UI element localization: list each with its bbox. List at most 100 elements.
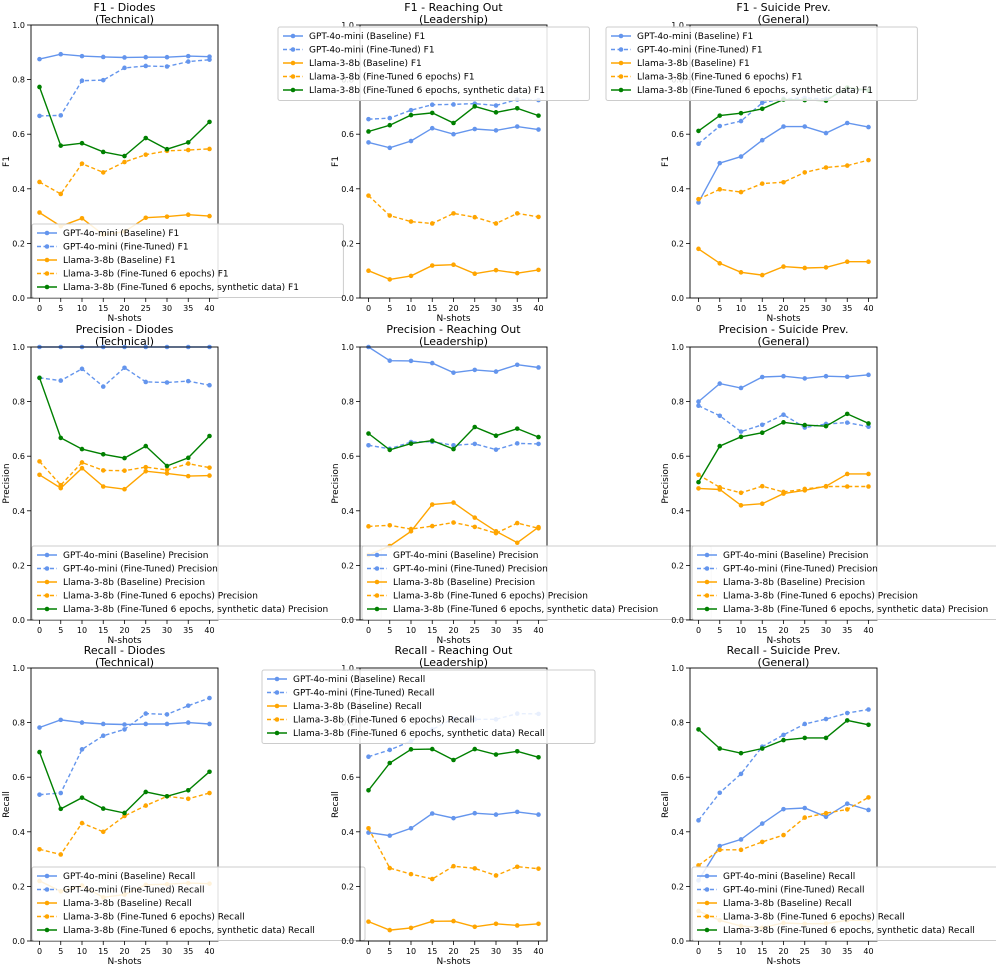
- data-point: [143, 468, 149, 474]
- data-point: [185, 788, 191, 793]
- data-point: [493, 128, 499, 133]
- data-point: [802, 124, 808, 129]
- x-tick-label: 40: [533, 304, 543, 313]
- legend-label: GPT-4o-mini (Fine-Tuned) F1: [637, 46, 763, 56]
- legend-swatch-marker: [274, 690, 280, 695]
- data-point: [536, 113, 541, 118]
- x-tick-label: 40: [863, 947, 873, 956]
- data-point: [472, 367, 478, 373]
- data-point: [738, 110, 744, 116]
- data-point: [844, 471, 850, 477]
- data-point: [451, 520, 456, 525]
- data-point: [759, 422, 765, 428]
- data-point: [429, 221, 435, 226]
- data-point: [37, 210, 42, 215]
- y-tick-label: 0.8: [671, 719, 684, 728]
- data-point: [100, 384, 106, 389]
- chart-title: Precision - Diodes: [76, 323, 174, 336]
- data-point: [164, 54, 170, 60]
- data-point: [472, 866, 478, 871]
- data-point: [802, 170, 808, 175]
- x-tick-label: 0: [696, 947, 701, 956]
- data-point: [387, 447, 393, 453]
- chart-subtitle: (General): [758, 335, 810, 348]
- legend-label: Llama-3-8b (Fine-Tuned 6 epochs) F1: [637, 73, 803, 83]
- data-point: [58, 51, 64, 57]
- data-point: [429, 102, 435, 108]
- data-point: [472, 524, 478, 530]
- legend-swatch-marker: [274, 703, 280, 709]
- data-point: [408, 825, 414, 831]
- data-point: [844, 718, 850, 723]
- series-line: [38, 460, 210, 487]
- data-point: [122, 55, 127, 60]
- y-tick-label: 0.4: [341, 828, 354, 837]
- data-point: [696, 246, 701, 252]
- data-point: [781, 832, 786, 838]
- data-point: [844, 259, 850, 264]
- legend-label: GPT-4o-mini (Fine-Tuned) Precision: [63, 565, 218, 575]
- data-point: [536, 441, 541, 447]
- data-point: [781, 489, 786, 495]
- data-point: [387, 747, 393, 753]
- y-tick-label: 0.6: [671, 452, 684, 461]
- data-point: [143, 789, 149, 795]
- data-point: [472, 746, 478, 752]
- data-point: [408, 112, 414, 118]
- chart-title: F1 - Diodes: [93, 1, 155, 14]
- legend-box: [31, 223, 344, 298]
- y-tick-label: 0.8: [341, 398, 354, 407]
- legend-label: GPT-4o-mini (Fine-Tuned) Recall: [723, 886, 865, 896]
- data-point: [143, 54, 149, 60]
- y-tick-label: 0.4: [12, 828, 25, 837]
- data-point: [844, 120, 850, 126]
- data-point: [451, 370, 456, 375]
- x-tick-label: 35: [842, 304, 852, 313]
- data-point: [366, 431, 371, 436]
- data-point: [58, 435, 64, 441]
- data-point: [58, 378, 64, 383]
- legend-label: Llama-3-8b (Fine-Tuned 6 epochs) Recall: [723, 913, 905, 923]
- legend-swatch-marker: [704, 566, 710, 571]
- data-point: [823, 165, 829, 170]
- y-tick-label: 0.2: [341, 239, 354, 248]
- data-point: [802, 735, 808, 741]
- legend: GPT-4o-mini (Baseline) F1 GPT-4o-mini (Fi…: [277, 26, 590, 101]
- x-tick-label: 25: [470, 304, 480, 313]
- data-point: [143, 63, 149, 69]
- x-tick-label: 10: [406, 304, 416, 313]
- y-tick-label: 0.0: [341, 294, 354, 303]
- chart-title: Precision - Suicide Prev.: [718, 323, 848, 336]
- data-point: [514, 520, 520, 526]
- y-tick-label: 0.0: [12, 294, 25, 303]
- legend-label: Llama-3-8b (Fine-Tuned 6 epochs) Recall: [63, 913, 245, 923]
- data-point: [514, 748, 520, 754]
- x-tick-label: 25: [141, 626, 151, 635]
- data-point: [366, 788, 371, 793]
- legend-swatch-marker: [618, 87, 624, 93]
- data-point: [514, 362, 520, 368]
- data-point: [207, 790, 212, 796]
- x-tick-label: 35: [842, 626, 852, 635]
- legend-label: GPT-4o-mini (Baseline) Recall: [63, 872, 195, 882]
- chart-subtitle: (Leadership): [419, 13, 488, 26]
- chart-title: Recall - Reaching Out: [395, 644, 514, 657]
- data-point: [366, 116, 371, 122]
- data-point: [79, 747, 85, 752]
- x-tick-label: 5: [387, 304, 392, 313]
- legend-swatch-marker: [44, 900, 50, 906]
- data-point: [802, 721, 808, 727]
- x-tick-label: 0: [37, 947, 42, 956]
- data-point: [738, 750, 744, 756]
- legend-swatch-marker: [374, 566, 380, 571]
- data-point: [100, 484, 106, 489]
- chart-subtitle: (Technical): [95, 656, 154, 669]
- x-tick-label: 30: [491, 626, 501, 635]
- data-point: [472, 515, 478, 520]
- data-point: [37, 56, 42, 62]
- x-tick-label: 15: [98, 947, 108, 956]
- data-point: [717, 443, 723, 449]
- x-tick-label: 40: [204, 304, 214, 313]
- data-point: [717, 123, 723, 129]
- data-point: [696, 141, 701, 147]
